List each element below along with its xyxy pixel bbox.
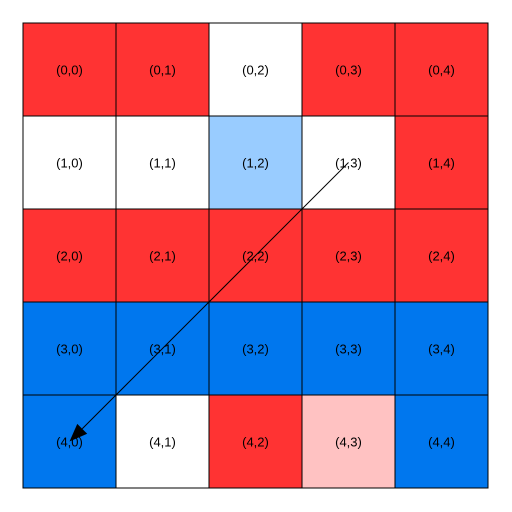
cell-background [394,394,489,489]
grid-cell: (2,3) [301,208,396,303]
grid-cell: (0,0) [22,22,117,117]
grid-cell: (0,2) [208,22,303,117]
cell-label: (0,2) [242,63,269,78]
cell-label: (0,4) [428,63,455,78]
grid-cells: (0,0) (0,1) (0,2) (0,3) (0,4) (1,0) (1,1) (1,2)… [22,22,489,489]
cell-label: (3,4) [428,342,455,357]
cell-label: (1,1) [149,156,176,171]
arrow-head-icon [69,423,88,442]
cell-background [22,301,117,396]
cell-background [394,208,489,303]
cell-label: (3,2) [242,342,269,357]
cell-background [394,115,489,210]
arrow-line [81,162,349,430]
grid-cell: (3,2) [208,301,303,396]
grid-cell: (2,0) [22,208,117,303]
cell-background [115,115,210,210]
grid-cell: (3,4) [394,301,489,396]
cell-background [394,22,489,117]
cell-background [301,301,396,396]
grid-cell: (1,2) [208,115,303,210]
cell-label: (2,3) [335,249,362,264]
grid-cell: (4,4) [394,394,489,489]
cell-background [208,394,303,489]
grid-cell: (1,4) [394,115,489,210]
grid-cell: (0,3) [301,22,396,117]
cell-background [394,301,489,396]
cell-label: (4,2) [242,435,269,450]
cell-label: (0,3) [335,63,362,78]
cell-label: (2,4) [428,249,455,264]
cell-label: (0,1) [149,63,176,78]
cell-label: (1,4) [428,156,455,171]
cell-background [301,22,396,117]
grid-cell: (4,3) [301,394,396,489]
cell-background [115,394,210,489]
cell-label: (2,0) [56,249,83,264]
grid-cell: (4,1) [115,394,210,489]
grid-cell: (1,1) [115,115,210,210]
cell-background [301,208,396,303]
grid-cell: (2,1) [115,208,210,303]
grid-cell: (0,4) [394,22,489,117]
grid-cell: (4,2) [208,394,303,489]
grid-cell: (2,4) [394,208,489,303]
cell-background [208,301,303,396]
cell-label: (1,2) [242,156,269,171]
cell-label: (4,3) [335,435,362,450]
cell-label: (1,0) [56,156,83,171]
cell-background [22,208,117,303]
grid-cell: (3,0) [22,301,117,396]
grid-cell: (0,1) [115,22,210,117]
cell-label: (4,4) [428,435,455,450]
cell-label: (0,0) [56,63,83,78]
grid-cell: (1,0) [22,115,117,210]
grid-cell: (3,3) [301,301,396,396]
cell-label: (3,3) [335,342,362,357]
cell-background [301,394,396,489]
cell-label: (2,1) [149,249,176,264]
direction-arrow [69,162,349,442]
cell-background [208,115,303,210]
cell-background [22,22,117,117]
cell-label: (3,0) [56,342,83,357]
cell-background [208,22,303,117]
cell-label: (4,1) [149,435,176,450]
